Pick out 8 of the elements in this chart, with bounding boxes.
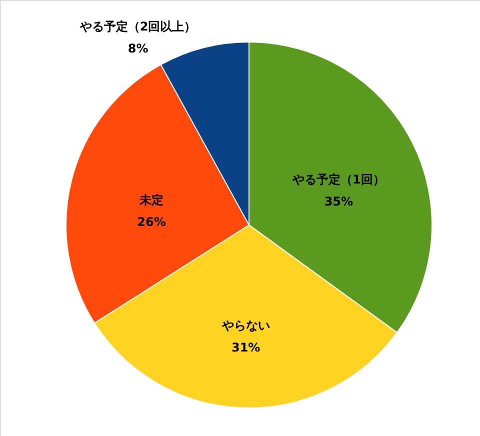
data-label: 8%	[128, 41, 148, 56]
data-label: 31%	[231, 340, 260, 355]
slice-label: やらない	[220, 318, 270, 333]
data-label: 26%	[137, 214, 166, 229]
data-label: 35%	[324, 194, 354, 208]
slice-label: やる予定（2回以上）	[78, 19, 196, 34]
slice-label: やる予定（1回）	[292, 172, 385, 186]
slice-label: 未定	[138, 192, 164, 207]
